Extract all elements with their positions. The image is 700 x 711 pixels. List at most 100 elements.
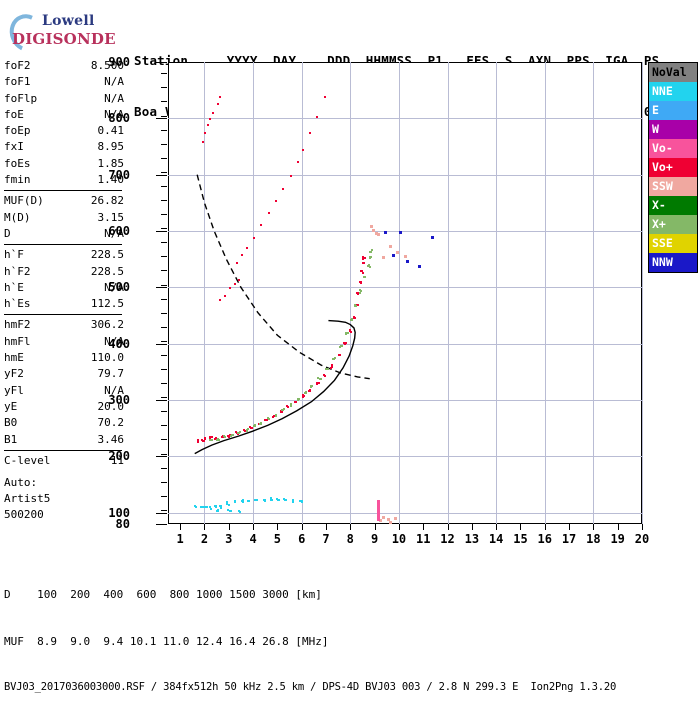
echo-point [216, 102, 219, 105]
echo-point [345, 333, 348, 335]
x-tick-label: 7 [322, 532, 330, 546]
x-tick-major [520, 524, 522, 530]
density-profile-curve [194, 319, 356, 455]
echo-point [323, 95, 326, 98]
y-tick-minor [161, 171, 167, 173]
echo-point [237, 431, 240, 434]
logo-lowell-text: Lowell [42, 13, 95, 29]
param-key: fxI [4, 140, 24, 154]
echo-point [223, 434, 226, 437]
echo-point [363, 257, 366, 260]
y-tick-label: 900 [108, 55, 130, 69]
echo-point [254, 424, 257, 427]
echo-point [354, 304, 357, 307]
param-value: N/A [104, 280, 124, 294]
echo-point [384, 231, 388, 235]
legend-item-x[interactable]: X+ [649, 215, 697, 234]
echo-point [389, 245, 393, 249]
echo-point [234, 430, 237, 433]
legend-item-nne[interactable]: NNE [649, 82, 697, 101]
x-tick-label: 20 [634, 532, 650, 546]
gridline-vertical [642, 62, 643, 524]
echo-point [308, 132, 311, 135]
echo-point [369, 225, 373, 229]
echo-point [217, 438, 220, 441]
legend-item-vo[interactable]: Vo+ [649, 158, 697, 177]
echo-point [352, 316, 355, 319]
echo-point [362, 257, 365, 260]
gridline-horizontal [168, 174, 642, 176]
echo-point [240, 500, 243, 503]
echo-point [201, 440, 204, 443]
legend-item-nnw[interactable]: NNW [649, 253, 697, 272]
echo-point [219, 298, 222, 301]
echo-point [289, 404, 292, 407]
echo-point [271, 498, 274, 501]
echo-point [377, 233, 381, 237]
echo-point [226, 501, 229, 504]
param-group: hmF2 306.2 hmFl N/A hmE 110.0 yF2 79.7 yFl N/A yE 2… [4, 317, 124, 447]
gridline-horizontal [168, 400, 642, 402]
x-tick-major [447, 524, 449, 530]
echo-point [259, 423, 262, 426]
echo-point [209, 506, 212, 509]
echo-point [364, 276, 367, 279]
param-value: 1.40 [97, 173, 125, 187]
echo-point [309, 389, 312, 392]
legend-item-vo[interactable]: Vo- [649, 139, 697, 158]
param-divider [4, 449, 122, 451]
echo-point [350, 319, 353, 322]
legend-item-sse[interactable]: SSE [649, 234, 697, 253]
param-value: 20.0 [97, 399, 125, 413]
gridline-vertical [544, 62, 546, 524]
echo-point [219, 95, 222, 98]
y-tick-label: 700 [108, 167, 130, 182]
legend-item-x[interactable]: X- [649, 196, 697, 215]
echo-point [266, 419, 269, 422]
echo-point [327, 368, 329, 371]
param-row-foe: foE N/A [4, 107, 124, 123]
param-value: 79.7 [97, 367, 125, 381]
autoscaler-line: Artist5 [4, 492, 51, 506]
param-row-hf: h`F 228.5 [4, 247, 124, 263]
legend-item-e[interactable]: E [649, 101, 697, 120]
echo-point [264, 498, 267, 501]
param-row-hme: hmE 110.0 [4, 350, 124, 366]
echo-point [260, 224, 263, 227]
legend-item-noval[interactable]: NoVal [649, 63, 697, 82]
echo-point [223, 436, 226, 439]
y-tick-minor [161, 369, 167, 371]
echo-point [311, 385, 314, 388]
param-key: fmin [4, 173, 31, 187]
echo-point [298, 398, 301, 401]
fxi-marker [377, 500, 381, 521]
x-tick-major [617, 524, 619, 530]
param-value: 112.5 [90, 297, 124, 311]
echo-point [389, 520, 393, 524]
echo-point [296, 399, 299, 402]
x-tick-major [471, 524, 473, 530]
legend-item-ssw[interactable]: SSW [649, 177, 697, 196]
y-tick-minor [161, 242, 167, 244]
echo-point [220, 505, 223, 508]
echo-point [248, 499, 251, 502]
param-group: foF2 8.500 foF1 N/A foFlp N/A foE N/A foEp 0.41 fx… [4, 58, 124, 188]
echo-point [247, 427, 250, 430]
echo-point [227, 435, 230, 438]
echo-point [347, 331, 349, 334]
legend-item-w[interactable]: W [649, 120, 697, 139]
echo-point [296, 161, 299, 164]
param-group: C-level 11 [4, 453, 124, 469]
param-row-ye: yE 20.0 [4, 399, 124, 415]
param-key: h`Es [4, 297, 31, 311]
echo-point [353, 316, 356, 319]
echo-point [289, 174, 292, 177]
echo-point [403, 254, 407, 258]
echo-point [217, 508, 220, 511]
x-tick-major [496, 524, 498, 530]
y-tick-minor [161, 397, 167, 399]
x-tick-major [180, 524, 182, 530]
param-key: hmFl [4, 334, 31, 348]
echo-point [236, 432, 239, 435]
echo-point [214, 437, 217, 440]
